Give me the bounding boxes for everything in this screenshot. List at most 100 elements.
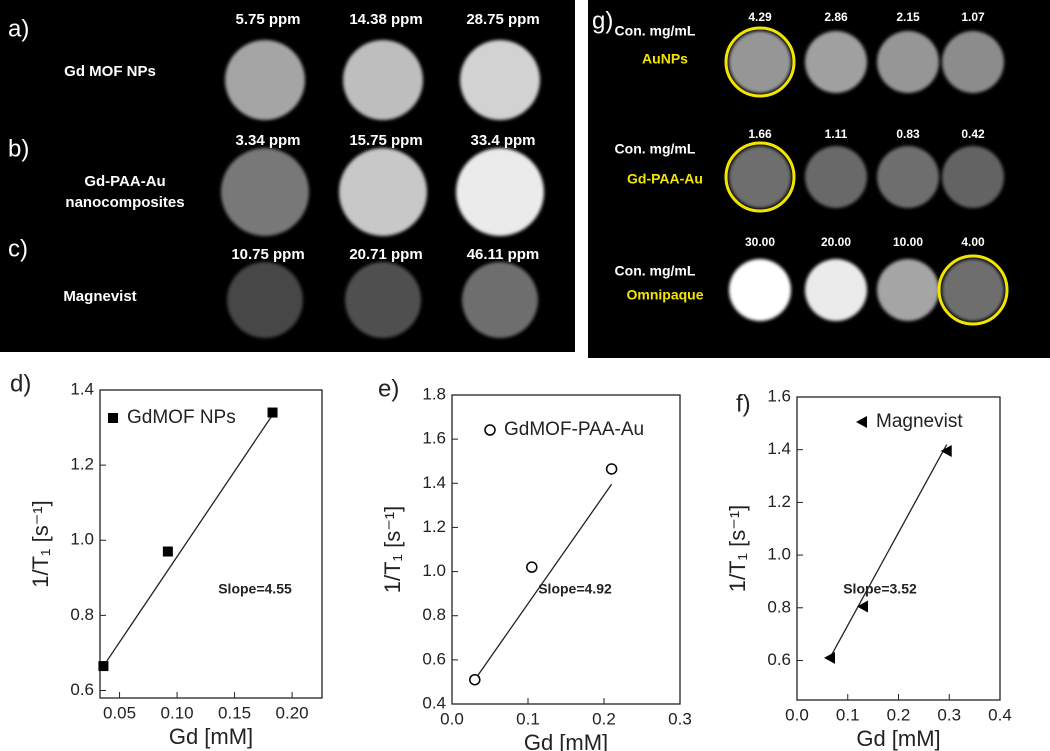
x-axis-title: Gd [mM] [169,724,253,749]
y-axis-title: 1/T₁ [s⁻¹] [380,506,405,593]
marker [267,407,278,418]
concentration-label: 3.34 ppm [235,132,300,149]
concentration-label: 20.00 [821,235,851,249]
concentration-label: 1.66 [748,127,772,141]
legend-label: Magnevist [876,411,963,432]
concentration-label: 10.00 [893,235,923,249]
highlight-ring [937,254,1009,326]
y-tick-label: 1.6 [767,386,791,405]
x-tick-label: 0.0 [440,709,464,728]
y-tick-label: 0.6 [422,649,446,668]
row-name: nanocomposites [65,194,184,211]
legend-marker [856,416,867,428]
row-name: Gd-PAA-Au [84,173,165,190]
concentration-label: 0.42 [961,127,985,141]
x-tick-label: 0.05 [103,703,136,722]
legend-label: GdMOF NPs [127,407,236,428]
phantom [805,259,867,321]
concentration-label: 28.75 ppm [466,11,539,28]
legend-marker [108,413,118,423]
row-name: Omnipaque [626,287,703,303]
concentration-label: 2.86 [824,10,848,24]
x-axis-title: Gd [mM] [856,726,940,751]
fit-line [829,444,948,659]
row-name: Gd MOF NPs [64,63,156,80]
row-name: Gd-PAA-Au [627,171,703,187]
concentration-label: 4.29 [748,10,772,24]
phantom [729,146,791,208]
y-tick-label: 1.4 [422,473,446,492]
phantom [345,262,421,338]
phantom [456,148,544,236]
legend-label: GdMOF-PAA-Au [504,419,644,440]
y-axis-title: 1/T₁ [s⁻¹] [28,500,53,587]
y-tick-label: 1.4 [70,379,94,398]
x-tick-label: 0.0 [785,705,809,724]
fit-line [474,483,613,681]
x-axis-title: Gd [mM] [524,730,608,751]
panel-label: g) [592,7,613,34]
marker [469,673,481,686]
phantom [729,31,791,93]
concentration-label: 20.71 ppm [349,246,422,263]
y-axis-title: 1/T₁ [s⁻¹] [725,505,750,592]
x-tick-label: 0.3 [937,705,961,724]
panel-label: e) [378,375,399,402]
x-tick-label: 0.15 [218,703,251,722]
y-tick-label: 0.6 [767,650,791,669]
phantom [877,31,939,93]
x-tick-label: 0.4 [988,705,1012,724]
plot-frame [99,389,323,699]
y-tick-label: 1.0 [70,530,94,549]
marker [98,661,109,672]
concentration-label: 4.00 [961,235,985,249]
y-tick-label: 0.8 [422,605,446,624]
highlight-ring [724,141,796,213]
concentration-label: 1.11 [825,127,848,141]
y-tick-label: 1.6 [422,429,446,448]
y-tick-label: 0.4 [422,693,446,712]
concentration-label: 15.75 ppm [349,132,422,149]
fit-line [102,414,274,667]
phantom [221,148,309,236]
annotation: Slope=4.92 [538,581,612,597]
panel-label: c) [8,235,28,262]
annotation: Slope=3.52 [843,581,917,597]
marker [940,445,952,458]
y-tick-label: 0.8 [767,597,791,616]
panel-label: a) [8,15,29,42]
panel-label: f) [736,390,751,417]
phantom [942,31,1004,93]
y-tick-label: 1.8 [422,384,446,403]
concentration-label: 14.38 ppm [349,11,422,28]
legend-marker [484,424,496,436]
marker [605,463,618,475]
concentration-label: 2.15 [896,10,920,24]
x-tick-label: 0.1 [516,709,540,728]
x-tick-label: 0.2 [887,705,911,724]
y-tick-label: 0.8 [70,605,94,624]
plot-frame [451,394,681,705]
phantom [729,259,791,321]
highlight-ring [724,26,796,98]
x-tick-label: 0.1 [836,705,860,724]
concentration-label: 5.75 ppm [235,11,300,28]
phantom [227,262,303,338]
marker [162,546,173,557]
plot-frame [796,396,1001,701]
x-tick-label: 0.10 [161,703,194,722]
row-heading: Con. mg/mL [615,263,696,279]
concentration-label: 10.75 ppm [231,246,304,263]
concentration-label: 33.4 ppm [470,132,535,149]
phantom [877,146,939,208]
phantom [942,259,1004,321]
y-tick-label: 1.0 [767,545,791,564]
concentration-label: 46.11 ppm [467,246,540,263]
phantom [339,148,427,236]
panel-label: d) [10,370,31,397]
row-name: AuNPs [642,51,688,67]
row-heading: Con. mg/mL [615,23,696,39]
phantom [225,40,305,120]
x-tick-label: 0.2 [592,709,616,728]
